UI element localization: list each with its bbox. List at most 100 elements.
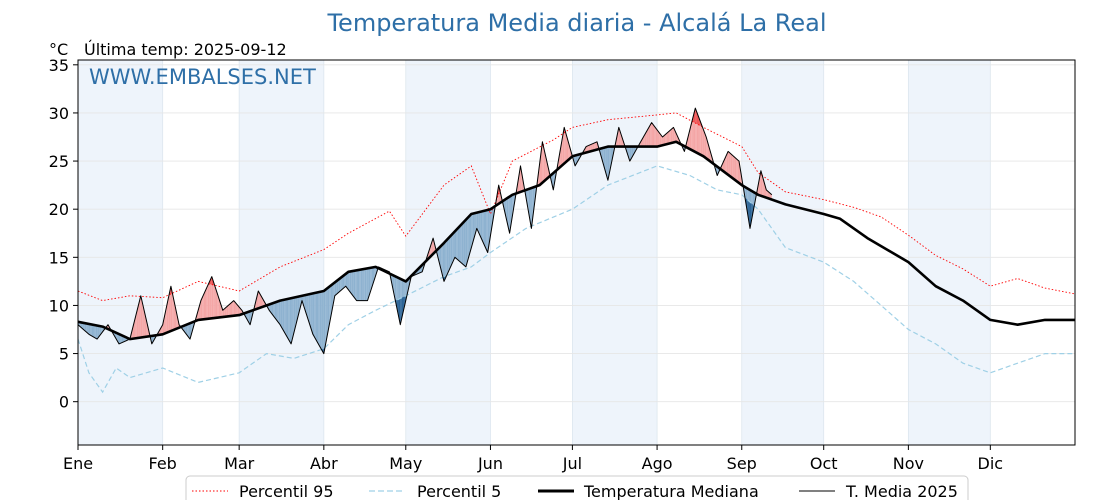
above-median-fill bbox=[668, 130, 670, 144]
below-median-fill bbox=[459, 225, 461, 263]
below-median-fill bbox=[318, 291, 320, 347]
above-median-fill bbox=[168, 292, 170, 333]
above-median-fill bbox=[703, 129, 705, 158]
above-median-fill bbox=[590, 144, 592, 152]
below-median-fill bbox=[392, 274, 394, 292]
below-median-fill bbox=[442, 242, 445, 282]
below-median-fill bbox=[603, 147, 606, 171]
below-median-fill bbox=[83, 322, 85, 331]
above-median-fill bbox=[229, 303, 231, 317]
above-median-fill bbox=[591, 143, 593, 152]
below-median-fill bbox=[286, 298, 289, 340]
below-median-fill bbox=[293, 297, 296, 334]
above-median-fill bbox=[146, 319, 148, 337]
below-median-fill bbox=[357, 269, 360, 301]
x-tick-label: May bbox=[389, 454, 422, 473]
above-median-fill bbox=[647, 127, 649, 147]
below-median-fill bbox=[479, 211, 481, 238]
below-median-fill bbox=[484, 210, 487, 250]
above-median-fill bbox=[139, 295, 141, 338]
above-median-fill bbox=[766, 189, 768, 199]
below-median-fill bbox=[292, 297, 294, 339]
x-tick-label: Abr bbox=[310, 454, 338, 473]
above-median-fill bbox=[651, 122, 653, 147]
above-median-fill bbox=[648, 124, 651, 147]
below-median-fill bbox=[325, 288, 327, 347]
below-median-fill bbox=[118, 334, 121, 344]
legend-item-p95: Percentil 95 bbox=[192, 482, 334, 500]
y-tick-label: 15 bbox=[49, 248, 69, 267]
above-median-fill bbox=[662, 135, 664, 146]
above-median-fill bbox=[734, 157, 737, 181]
y-tick-label: 30 bbox=[49, 104, 69, 123]
x-tick-label: Ene bbox=[63, 454, 93, 473]
below-median-fill bbox=[601, 148, 603, 162]
above-median-fill bbox=[232, 300, 234, 316]
below-median-fill bbox=[88, 323, 91, 336]
below-median-fill bbox=[482, 210, 484, 244]
below-median-fill bbox=[463, 221, 465, 266]
below-median-fill bbox=[551, 173, 554, 190]
above-median-fill bbox=[140, 295, 143, 338]
below-median-fill bbox=[327, 286, 330, 332]
above-median-fill bbox=[663, 134, 666, 145]
legend-label-p5: Percentil 5 bbox=[417, 482, 501, 500]
y-tick-label: 35 bbox=[49, 56, 69, 75]
above-median-fill bbox=[225, 306, 227, 317]
above-median-fill bbox=[226, 305, 229, 317]
above-median-fill bbox=[205, 288, 207, 320]
below-median-fill bbox=[299, 296, 301, 312]
above-median-fill bbox=[726, 151, 729, 175]
above-median-fill bbox=[737, 159, 740, 184]
above-median-fill bbox=[700, 122, 703, 156]
above-median-fill bbox=[588, 144, 591, 152]
below-median-fill bbox=[504, 199, 506, 216]
below-median-fill bbox=[356, 270, 358, 301]
below-median-fill bbox=[371, 267, 374, 288]
above-median-fill bbox=[594, 142, 596, 151]
below-median-fill bbox=[306, 294, 308, 318]
below-median-fill bbox=[448, 237, 450, 273]
below-median-fill bbox=[285, 299, 287, 337]
month-band-0 bbox=[78, 60, 163, 445]
below-median-fill bbox=[453, 231, 455, 261]
below-median-fill bbox=[467, 216, 469, 263]
above-median-fill bbox=[650, 122, 652, 147]
unit-label: °C bbox=[49, 40, 68, 59]
below-median-fill bbox=[338, 278, 341, 293]
below-median-fill bbox=[322, 291, 324, 354]
above-median-fill bbox=[135, 312, 137, 339]
above-median-fill bbox=[689, 124, 692, 150]
series-line-p95 bbox=[77, 112, 1076, 302]
below-median-fill bbox=[270, 303, 272, 314]
above-median-fill bbox=[132, 322, 134, 339]
below-median-fill bbox=[276, 301, 278, 322]
above-median-fill bbox=[202, 294, 204, 320]
below-median-fill bbox=[333, 282, 335, 304]
above-median-fill bbox=[739, 161, 741, 185]
watermark: WWW.EMBALSES.NET bbox=[89, 65, 316, 89]
above-median-fill bbox=[173, 299, 175, 330]
below-median-fill bbox=[188, 323, 190, 340]
above-median-fill bbox=[224, 307, 226, 317]
above-median-fill bbox=[692, 113, 694, 152]
below-median-fill bbox=[187, 323, 189, 338]
above-median-fill bbox=[217, 293, 219, 318]
above-median-fill bbox=[545, 153, 547, 181]
below-median-fill bbox=[478, 211, 480, 235]
above-median-fill bbox=[237, 305, 240, 316]
below-median-fill bbox=[506, 197, 509, 228]
above-median-fill bbox=[699, 118, 701, 155]
above-median-fill bbox=[652, 124, 655, 147]
above-median-fill bbox=[170, 286, 173, 331]
series-line-p5 bbox=[77, 165, 1075, 394]
below-median-fill bbox=[311, 293, 313, 335]
below-p5-fill bbox=[397, 299, 399, 319]
below-median-fill bbox=[250, 310, 252, 325]
above-p95-fill bbox=[698, 115, 700, 126]
below-median-fill bbox=[248, 311, 251, 325]
above-median-fill bbox=[211, 276, 214, 319]
x-tick-label: Oct bbox=[810, 454, 838, 473]
below-median-fill bbox=[321, 291, 323, 352]
above-median-fill bbox=[592, 143, 595, 151]
